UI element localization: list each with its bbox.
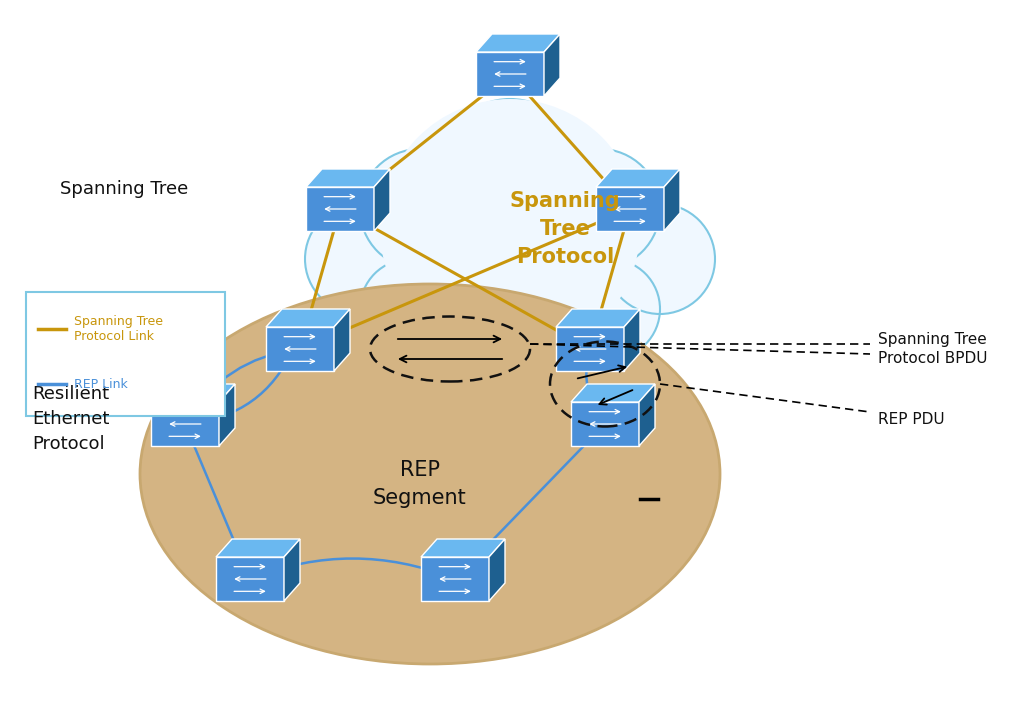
Polygon shape [266, 327, 334, 371]
Text: Spanning
Tree
Protocol: Spanning Tree Protocol [510, 191, 621, 267]
Ellipse shape [140, 284, 720, 664]
Polygon shape [624, 309, 640, 371]
Circle shape [360, 149, 480, 269]
Polygon shape [306, 187, 374, 231]
Circle shape [485, 244, 595, 354]
Polygon shape [421, 557, 489, 601]
Polygon shape [571, 402, 639, 446]
Polygon shape [374, 169, 390, 231]
Text: REP
Segment: REP Segment [373, 460, 467, 508]
Circle shape [425, 244, 535, 354]
Polygon shape [216, 557, 284, 601]
Polygon shape [489, 539, 505, 601]
Polygon shape [664, 169, 680, 231]
Text: REP Link: REP Link [74, 377, 128, 390]
Text: Spanning Tree
Protocol BPDU: Spanning Tree Protocol BPDU [878, 331, 987, 367]
Circle shape [360, 259, 460, 359]
Polygon shape [219, 384, 234, 446]
Polygon shape [266, 309, 350, 327]
Polygon shape [556, 309, 640, 327]
Polygon shape [596, 169, 680, 187]
Polygon shape [151, 402, 219, 446]
Polygon shape [476, 34, 560, 52]
Polygon shape [284, 539, 300, 601]
Circle shape [305, 204, 415, 314]
Text: Spanning Tree
Protocol Link: Spanning Tree Protocol Link [74, 314, 163, 344]
Text: REP PDU: REP PDU [878, 411, 944, 426]
Text: Spanning Tree: Spanning Tree [60, 180, 188, 198]
Polygon shape [476, 52, 544, 96]
FancyBboxPatch shape [26, 292, 225, 416]
Circle shape [450, 219, 570, 339]
Polygon shape [596, 187, 664, 231]
Polygon shape [151, 384, 234, 402]
Polygon shape [421, 539, 505, 557]
Circle shape [540, 149, 660, 269]
Polygon shape [216, 539, 300, 557]
Circle shape [380, 99, 640, 359]
Polygon shape [334, 309, 350, 371]
Text: Resilient
Ethernet
Protocol: Resilient Ethernet Protocol [32, 385, 110, 453]
Polygon shape [639, 384, 655, 446]
Polygon shape [571, 384, 655, 402]
Polygon shape [556, 327, 624, 371]
Polygon shape [544, 34, 560, 96]
Polygon shape [306, 169, 390, 187]
Circle shape [605, 204, 715, 314]
Circle shape [440, 99, 580, 239]
Circle shape [560, 259, 660, 359]
